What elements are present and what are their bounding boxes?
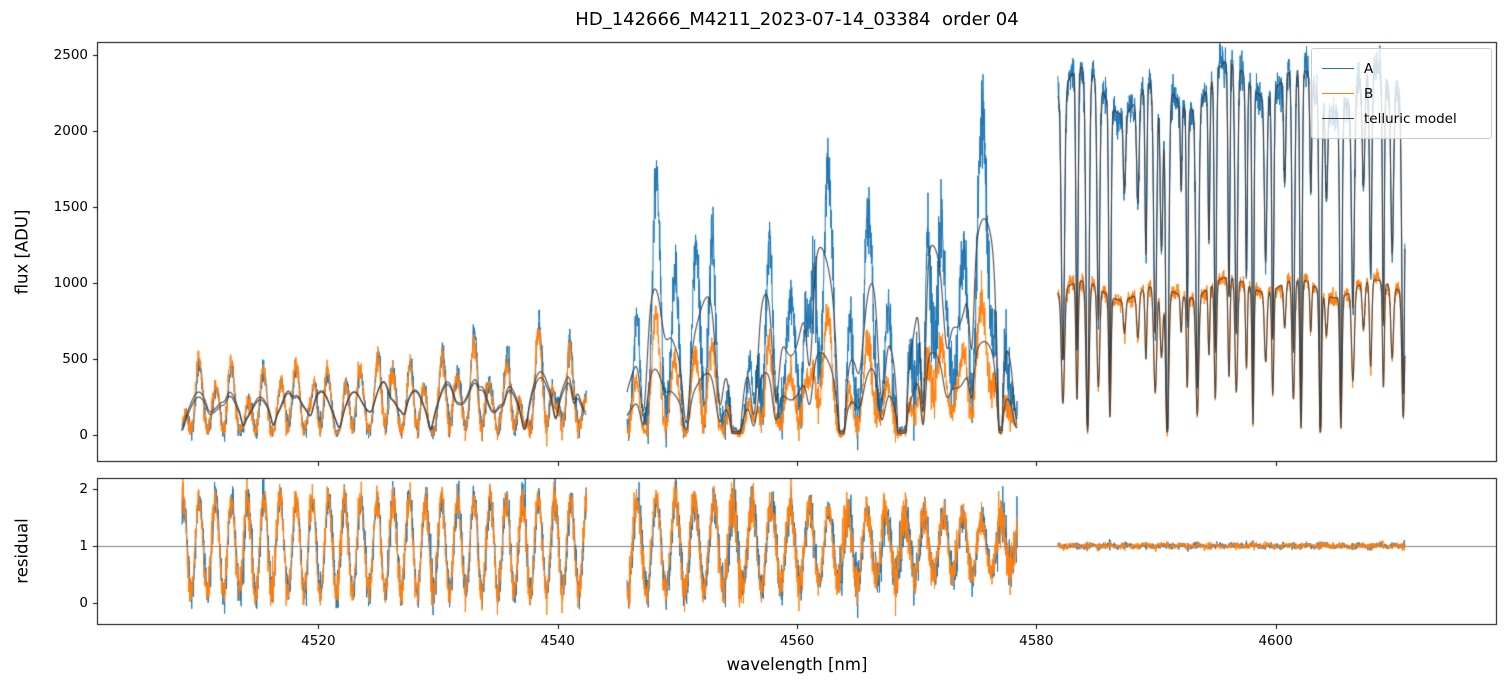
- legend-line-b-icon: [1322, 93, 1354, 94]
- residual-axis-label: residual: [12, 518, 32, 584]
- flux-axis-label: flux [ADU]: [12, 209, 32, 295]
- chart-title: HD_142666_M4211_2023-07-14_03384 order 0…: [575, 9, 1019, 30]
- flux-ytick-label: 0: [79, 426, 88, 443]
- legend-label-b: B: [1364, 85, 1374, 102]
- flux-ytick-label: 1500: [53, 198, 88, 215]
- x-axis-label: wavelength [nm]: [726, 655, 868, 674]
- flux-ytick-label: 2500: [53, 46, 88, 63]
- residual-ytick-label: 1: [79, 537, 88, 554]
- legend-item-telluric-model: telluric model: [1322, 106, 1481, 131]
- x-tick-label: 4560: [779, 633, 815, 649]
- flux-ytick-label: 1000: [53, 274, 88, 291]
- residual-ytick-label: 2: [79, 480, 88, 497]
- legend-item-a: A: [1322, 56, 1481, 81]
- legend-line-a-icon: [1322, 68, 1354, 69]
- x-tick-label: 4540: [540, 633, 575, 649]
- residual-ytick-label: 0: [79, 594, 88, 611]
- flux-ytick-label: 500: [62, 350, 88, 367]
- x-tick-label: 4600: [1258, 633, 1293, 649]
- legend: A B telluric model: [1311, 48, 1492, 139]
- x-tick-label: 4520: [301, 633, 336, 649]
- legend-label-telluric: telluric model: [1364, 110, 1457, 127]
- legend-label-a: A: [1364, 60, 1374, 77]
- legend-line-telluric-icon: [1322, 118, 1354, 119]
- flux-ytick-label: 2000: [53, 122, 88, 139]
- legend-item-b: B: [1322, 81, 1481, 106]
- x-tick-label: 4580: [1019, 633, 1054, 649]
